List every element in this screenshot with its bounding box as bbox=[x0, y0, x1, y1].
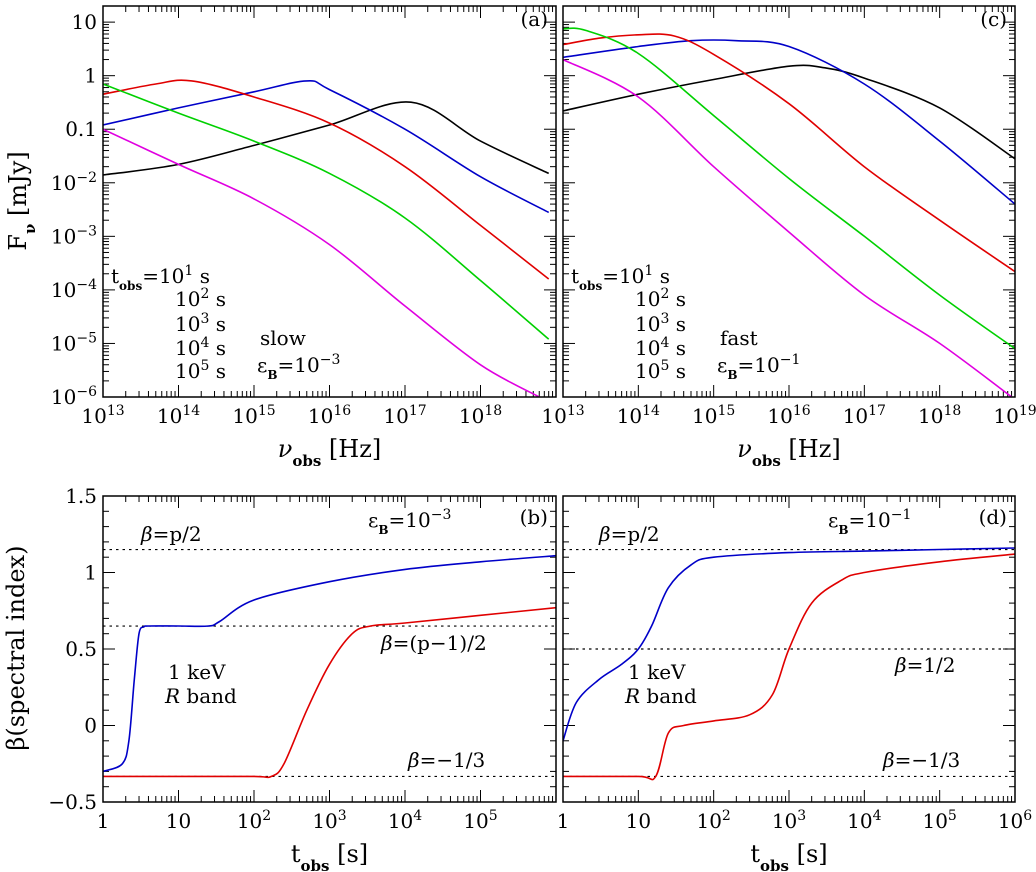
epsilon-b-label: εB=10−1 bbox=[828, 507, 911, 537]
panel-c bbox=[562, 5, 1016, 398]
series-line-d-1 bbox=[563, 553, 1015, 781]
x-tick-label: 103 bbox=[772, 808, 806, 833]
series-label-1kev: 1 keV bbox=[628, 660, 686, 684]
legend-entry-1: tobs=101 s bbox=[571, 263, 670, 293]
panel-b bbox=[102, 495, 557, 803]
x-axis-label: tobs [s] bbox=[750, 840, 827, 872]
y-tick-label: 10−3 bbox=[51, 223, 97, 248]
panel-d bbox=[562, 495, 1016, 803]
y-tick-label: −0.5 bbox=[48, 790, 97, 814]
y-tick-label: 1 bbox=[84, 64, 97, 88]
series-line-c-1 bbox=[563, 39, 1015, 205]
series-line-a-3 bbox=[103, 83, 550, 340]
series-line-c-0 bbox=[563, 64, 1015, 160]
x-tick-label: 102 bbox=[696, 808, 730, 833]
plot-frame bbox=[562, 5, 1016, 398]
x-tick-label: 1 bbox=[97, 809, 110, 833]
x-tick-label: 10 bbox=[166, 809, 191, 833]
x-tick-label: 1015 bbox=[232, 403, 275, 428]
x-tick-label: 1013 bbox=[541, 403, 584, 428]
epsilon-b-label: εB=10−3 bbox=[257, 352, 340, 382]
legend-entry-3: 103 s bbox=[175, 311, 226, 336]
regime-label: fast bbox=[720, 326, 758, 350]
reference-label-0: β=p/2 bbox=[598, 522, 660, 546]
series-line-d-0 bbox=[563, 547, 1015, 742]
y-tick-label: 1 bbox=[84, 561, 97, 585]
reference-label-1: β=1/2 bbox=[894, 653, 956, 677]
x-tick-label: 1014 bbox=[617, 403, 660, 428]
x-axis-label: tobs [s] bbox=[291, 840, 368, 872]
y-tick-label: 1.5 bbox=[65, 484, 97, 508]
x-tick-label: 1016 bbox=[308, 403, 351, 428]
y-tick-label: 10−2 bbox=[51, 170, 97, 195]
legend-entry-3: 103 s bbox=[635, 311, 686, 336]
x-tick-label: 1014 bbox=[157, 403, 200, 428]
x-tick-label: 1015 bbox=[692, 403, 735, 428]
legend-entry-5: 105 s bbox=[635, 358, 686, 383]
series-line-c-3 bbox=[563, 27, 1015, 350]
y-tick-label: 0.5 bbox=[65, 637, 97, 661]
reference-label-1: β=(p−1)/2 bbox=[380, 631, 487, 655]
panel-label: (a) bbox=[520, 7, 548, 31]
y-tick-label: 10−6 bbox=[51, 384, 97, 409]
x-tick-label: 10 bbox=[626, 809, 651, 833]
y-tick-label: 0 bbox=[84, 714, 97, 738]
x-tick-label: 1019 bbox=[993, 403, 1036, 428]
panel-label: (b) bbox=[520, 505, 548, 529]
x-axis-label: νobs [Hz] bbox=[737, 435, 840, 470]
reference-label-0: β=p/2 bbox=[140, 522, 202, 546]
x-tick-label: 1 bbox=[557, 809, 570, 833]
legend-entry-2: 102 s bbox=[175, 286, 226, 311]
series-line-a-2 bbox=[103, 79, 550, 280]
epsilon-b-label: εB=10−1 bbox=[717, 352, 800, 382]
plot-frame bbox=[102, 495, 557, 803]
x-tick-label: 1016 bbox=[767, 403, 810, 428]
plot-frame bbox=[562, 495, 1016, 803]
series-line-c-4 bbox=[563, 58, 1014, 397]
reference-label-2: β=−1/3 bbox=[407, 748, 485, 772]
x-tick-label: 102 bbox=[237, 808, 271, 833]
x-tick-label: 103 bbox=[312, 808, 346, 833]
y-axis-label: Fν [mJy] bbox=[4, 151, 39, 250]
series-label-rband: R band bbox=[164, 684, 237, 708]
legend-entry-2: 102 s bbox=[635, 286, 686, 311]
legend-entry-5: 105 s bbox=[175, 358, 226, 383]
plot-frame bbox=[102, 5, 557, 398]
x-tick-label: 106 bbox=[998, 808, 1032, 833]
series-label-1kev: 1 keV bbox=[168, 660, 226, 684]
legend-entry-4: 104 s bbox=[635, 335, 686, 360]
y-tick-label: 10−5 bbox=[51, 330, 97, 355]
x-tick-label: 104 bbox=[847, 808, 881, 833]
epsilon-b-label: εB=10−3 bbox=[368, 507, 451, 537]
y-tick-label: 0.1 bbox=[65, 117, 97, 141]
legend-entry-1: tobs=101 s bbox=[111, 263, 210, 293]
x-tick-label: 1013 bbox=[81, 403, 124, 428]
y-axis-label: β(spectral index) bbox=[2, 546, 30, 751]
reference-label-2: β=−1/3 bbox=[882, 748, 960, 772]
series-label-rband: R band bbox=[624, 684, 697, 708]
series-line-a-0 bbox=[103, 101, 550, 176]
x-tick-label: 1017 bbox=[383, 403, 426, 428]
panel-label: (c) bbox=[980, 7, 1007, 31]
panel-label: (d) bbox=[979, 505, 1007, 529]
legend-entry-4: 104 s bbox=[175, 335, 226, 360]
x-tick-label: 1018 bbox=[459, 403, 502, 428]
y-tick-label: 10 bbox=[72, 10, 97, 34]
x-axis-label: νobs [Hz] bbox=[278, 435, 381, 470]
series-line-a-1 bbox=[103, 80, 550, 214]
series-line-b-1 bbox=[103, 606, 556, 779]
panel-a bbox=[102, 5, 557, 398]
regime-label: slow bbox=[260, 326, 306, 350]
series-line-a-4 bbox=[103, 128, 540, 397]
x-tick-label: 1017 bbox=[843, 403, 886, 428]
x-tick-label: 104 bbox=[388, 808, 422, 833]
y-tick-label: 10−4 bbox=[51, 277, 97, 302]
x-tick-label: 105 bbox=[922, 808, 956, 833]
x-tick-label: 1018 bbox=[918, 403, 961, 428]
x-tick-label: 105 bbox=[463, 808, 497, 833]
series-line-c-2 bbox=[563, 33, 1015, 273]
series-line-b-0 bbox=[103, 554, 556, 773]
